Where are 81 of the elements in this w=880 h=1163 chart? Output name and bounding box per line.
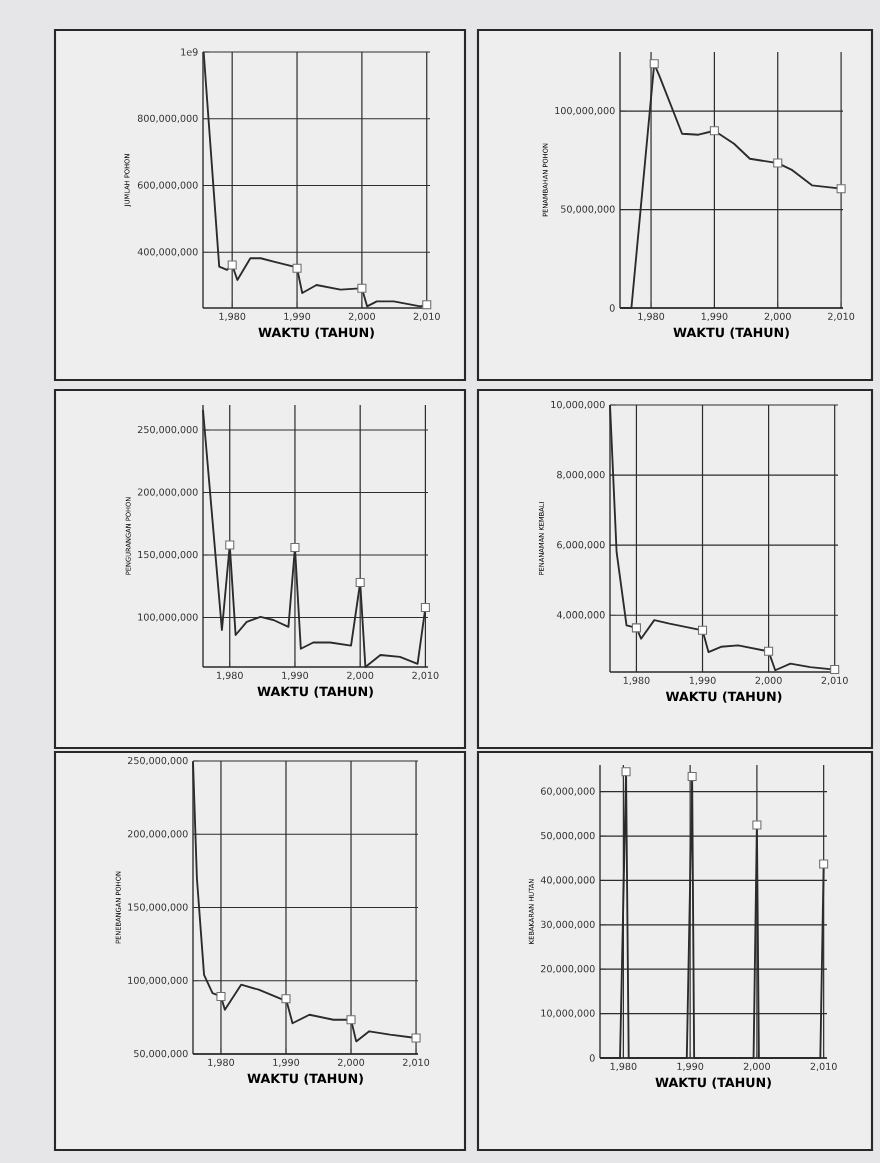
y-tick-label: 100,000,000 [128, 976, 188, 985]
x-tick-label: 2,000 [755, 676, 782, 685]
point [621, 767, 631, 777]
y-tick-label: 20,000,000 [541, 965, 595, 974]
y-tick-label: 50,000,000 [134, 1049, 188, 1059]
y-tick-label: 4,000,000 [556, 611, 605, 620]
point [709, 126, 719, 136]
point [357, 283, 367, 293]
y-tick-label: 250,000,000 [137, 425, 198, 435]
point [420, 602, 430, 613]
x-tick-label: 2,000 [347, 671, 374, 680]
point [227, 260, 237, 270]
x-tick-label: 1,990 [282, 671, 309, 680]
x-tick-label: 1,990 [677, 1062, 704, 1071]
point [819, 859, 829, 869]
point [225, 540, 235, 550]
y-tick-label: 60,000,000 [540, 787, 595, 796]
x-tick-label: 1,990 [284, 312, 311, 321]
x-tick-label: 1,980 [610, 1062, 637, 1071]
y-tick-label: 0 [609, 304, 615, 312]
point [290, 542, 300, 553]
x-tick-label: 2,000 [348, 312, 375, 321]
y-tick-label: 1e9 [181, 48, 198, 56]
x-tick-label: 1,980 [217, 671, 243, 680]
point [292, 263, 302, 273]
y-tick-label: 8,000,000 [557, 470, 605, 480]
x-tick-label: 2,010 [413, 312, 440, 321]
x-tick-label: 2,000 [337, 1058, 365, 1067]
y-tick-label: 6,000,000 [557, 541, 605, 550]
y-tick-label: 150,000,000 [138, 550, 198, 560]
point [836, 184, 846, 194]
x-axis-title: WAKTU (TAHUN) [673, 327, 789, 339]
x-axis-title: WAKTU (TAHUN) [258, 327, 374, 339]
x-tick-label: 2,010 [821, 676, 848, 685]
y-tick-label: 250,000,000 [127, 756, 188, 766]
point [281, 994, 291, 1004]
y-tick-label: 0 [589, 1054, 595, 1062]
point [697, 625, 708, 635]
point [773, 158, 783, 168]
y-tick-label: 600,000,000 [137, 181, 198, 190]
x-tick-label: 2,010 [828, 312, 855, 321]
point [752, 820, 762, 830]
point [411, 1033, 421, 1043]
point [422, 300, 432, 310]
point [631, 623, 641, 633]
x-axis-title: WAKTU (TAHUN) [257, 686, 373, 698]
y-tick-label: 30,000,000 [541, 920, 595, 929]
x-tick-label: 1,980 [623, 676, 650, 685]
point [764, 646, 774, 656]
x-axis-title: WAKTU (TAHUN) [665, 691, 782, 703]
y-tick-label: 10,000,000 [551, 400, 605, 410]
x-tick-label: 1,990 [273, 1058, 300, 1067]
x-axis-title: WAKTU (TAHUN) [247, 1073, 363, 1085]
y-tick-label: 800,000,000 [137, 114, 198, 123]
point [216, 991, 226, 1001]
x-tick-label: 2,000 [764, 312, 791, 321]
x-axis-title: WAKTU (TAHUN) [655, 1077, 771, 1089]
y-tick-label: 200,000,000 [137, 488, 198, 497]
y-tick-label: 40,000,000 [540, 876, 595, 885]
x-tick-label: 2,010 [810, 1062, 837, 1071]
y-tick-label: 400,000,000 [137, 248, 198, 257]
y-tick-label: 200,000,000 [127, 830, 188, 839]
x-tick-label: 1,980 [208, 1058, 235, 1067]
y-tick-label: 50,000,000 [561, 205, 615, 214]
point [830, 665, 840, 675]
x-tick-label: 1,990 [689, 676, 716, 685]
point [355, 577, 365, 588]
y-tick-label: 10,000,000 [541, 1009, 595, 1018]
y-tick-label: 100,000,000 [138, 613, 198, 622]
point [687, 772, 697, 782]
x-tick-label: 2,010 [412, 671, 439, 680]
x-tick-label: 2,000 [743, 1062, 770, 1071]
x-tick-label: 1,980 [638, 312, 665, 321]
x-tick-label: 2,010 [403, 1058, 430, 1067]
y-tick-label: 100,000,000 [555, 106, 615, 116]
x-tick-label: 1,990 [701, 312, 728, 321]
y-tick-label: 150,000,000 [128, 903, 188, 912]
y-tick-label: 50,000,000 [541, 831, 595, 841]
x-tick-label: 1,980 [219, 312, 246, 321]
point [649, 59, 659, 69]
point [346, 1015, 356, 1025]
